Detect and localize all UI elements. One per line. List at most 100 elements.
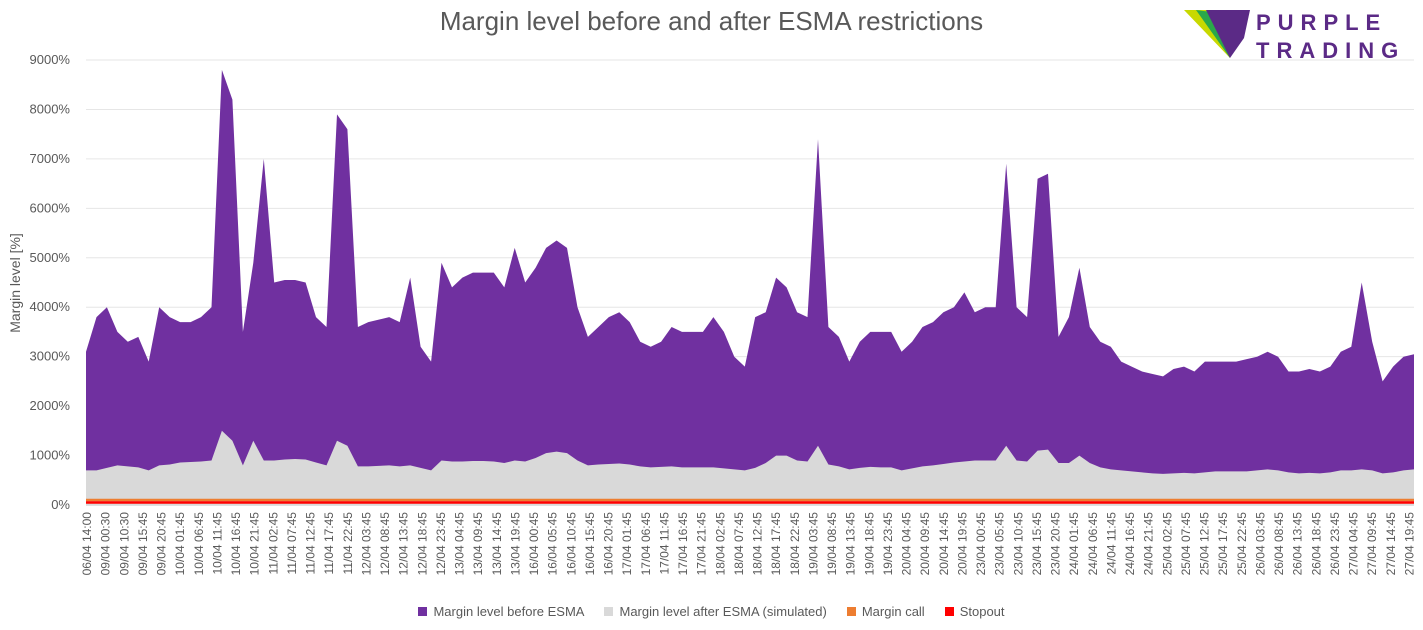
logo-text-trading: TRADING — [1256, 38, 1406, 63]
x-tick-label: 25/04 17:45 — [1216, 512, 1230, 576]
x-tick-label: 09/04 15:45 — [136, 512, 150, 576]
y-tick-label: 9000% — [30, 52, 71, 67]
x-tick-label: 11/04 07:45 — [285, 512, 299, 575]
series-areas — [86, 69, 1414, 506]
x-tick-label: 18/04 22:45 — [788, 512, 802, 576]
y-tick-label: 5000% — [30, 250, 71, 265]
x-tick-label: 16/04 05:45 — [546, 512, 560, 576]
x-tick-label: 19/04 23:45 — [881, 512, 895, 576]
legend-label: Margin call — [861, 604, 925, 619]
chart-legend: Margin level before ESMA Margin level aft… — [0, 604, 1423, 619]
x-tick-label: 25/04 07:45 — [1179, 512, 1193, 576]
x-tick-label: 27/04 09:45 — [1365, 512, 1379, 576]
x-tick-label: 27/04 14:45 — [1384, 512, 1398, 576]
legend-swatch — [846, 607, 856, 616]
x-tick-label: 16/04 00:45 — [527, 512, 541, 576]
x-tick-label: 25/04 22:45 — [1235, 512, 1249, 576]
x-tick-label: 23/04 10:45 — [1011, 512, 1025, 576]
legend-label: Stopout — [959, 604, 1005, 619]
chart-title: Margin level before and after ESMA restr… — [439, 6, 984, 36]
x-tick-label: 13/04 09:45 — [471, 512, 485, 576]
x-tick-label: 27/04 04:45 — [1347, 512, 1361, 576]
y-tick-label: 3000% — [30, 349, 71, 364]
x-tick-label: 26/04 18:45 — [1309, 512, 1323, 576]
y-tick-label: 0% — [51, 497, 70, 512]
x-tick-label: 09/04 00:30 — [99, 512, 113, 576]
x-tick-label: 17/04 06:45 — [639, 512, 653, 576]
margin-level-chart: 0% 1000% 2000% 3000% 4000% 5000% 6000% 7000% 800… — [7, 52, 1416, 576]
x-axis-ticks: 06/04 14:00 09/04 00:30 09/04 10:30 09/04 1… — [80, 512, 1416, 576]
x-tick-label: 11/04 12:45 — [304, 512, 318, 575]
x-tick-label: 25/04 12:45 — [1198, 512, 1212, 576]
x-tick-label: 24/04 06:45 — [1086, 512, 1100, 576]
x-tick-label: 18/04 02:45 — [713, 512, 727, 576]
x-tick-label: 18/04 12:45 — [751, 512, 765, 576]
x-tick-label: 12/04 08:45 — [378, 512, 392, 576]
x-tick-label: 11/04 02:45 — [266, 512, 280, 575]
y-tick-label: 8000% — [30, 101, 71, 116]
x-tick-label: 11/04 22:45 — [341, 512, 355, 575]
logo-mark-icon — [1184, 10, 1250, 58]
x-tick-label: 19/04 03:45 — [806, 512, 820, 576]
legend-item: Margin call — [846, 604, 925, 619]
x-tick-label: 13/04 14:45 — [490, 512, 504, 576]
x-tick-label: 10/04 11:45 — [210, 512, 224, 575]
y-axis-label: Margin level [%] — [7, 233, 23, 333]
x-tick-label: 26/04 23:45 — [1328, 512, 1342, 576]
x-tick-label: 12/04 18:45 — [415, 512, 429, 576]
x-tick-label: 10/04 01:45 — [173, 512, 187, 576]
y-tick-label: 7000% — [30, 151, 71, 166]
x-tick-label: 13/04 04:45 — [453, 512, 467, 576]
series-area-before-esma — [86, 69, 1414, 506]
x-tick-label: 09/04 10:30 — [117, 512, 131, 576]
x-tick-label: 23/04 20:45 — [1049, 512, 1063, 576]
x-tick-label: 20/04 14:45 — [937, 512, 951, 576]
x-tick-label: 20/04 04:45 — [900, 512, 914, 576]
x-tick-label: 24/04 16:45 — [1123, 512, 1137, 576]
y-tick-label: 2000% — [30, 398, 71, 413]
x-tick-label: 19/04 18:45 — [862, 512, 876, 576]
x-tick-label: 23/04 05:45 — [993, 512, 1007, 576]
x-tick-label: 20/04 09:45 — [918, 512, 932, 576]
x-tick-label: 18/04 07:45 — [732, 512, 746, 576]
x-tick-label: 19/04 13:45 — [844, 512, 858, 576]
legend-item: Stopout — [944, 604, 1005, 619]
x-tick-label: 16/04 10:45 — [564, 512, 578, 576]
legend-item: Margin level before ESMA — [418, 604, 584, 619]
y-tick-label: 1000% — [30, 448, 71, 463]
x-tick-label: 18/04 17:45 — [769, 512, 783, 576]
x-tick-label: 20/04 19:45 — [955, 512, 969, 576]
x-tick-label: 10/04 21:45 — [248, 512, 262, 576]
x-tick-label: 23/04 15:45 — [1030, 512, 1044, 576]
x-tick-label: 26/04 13:45 — [1291, 512, 1305, 576]
purple-trading-logo: PURPLE TRADING — [1182, 8, 1418, 64]
x-tick-label: 12/04 13:45 — [397, 512, 411, 576]
x-tick-label: 19/04 08:45 — [825, 512, 839, 576]
legend-label: Margin level before ESMA — [433, 604, 585, 619]
logo-text-purple: PURPLE — [1256, 10, 1388, 35]
x-tick-label: 12/04 23:45 — [434, 512, 448, 576]
x-tick-label: 16/04 15:45 — [583, 512, 597, 576]
x-tick-label: 24/04 01:45 — [1067, 512, 1081, 576]
y-tick-label: 4000% — [30, 299, 71, 314]
legend-swatch — [604, 607, 614, 616]
y-axis-ticks: 0% 1000% 2000% 3000% 4000% 5000% 6000% 7000% 800… — [30, 52, 71, 512]
legend-item: Margin level after ESMA (simulated) — [604, 604, 827, 619]
x-tick-label: 26/04 08:45 — [1272, 512, 1286, 576]
x-tick-label: 17/04 11:45 — [657, 512, 671, 575]
x-tick-label: 06/04 14:00 — [80, 512, 94, 576]
x-tick-label: 24/04 11:45 — [1104, 512, 1118, 575]
x-tick-label: 24/04 21:45 — [1142, 512, 1156, 576]
legend-label: Margin level after ESMA (simulated) — [619, 604, 827, 619]
x-tick-label: 10/04 16:45 — [229, 512, 243, 576]
x-tick-label: 17/04 01:45 — [620, 512, 634, 576]
x-tick-label: 16/04 20:45 — [602, 512, 616, 576]
x-tick-label: 11/04 17:45 — [322, 512, 336, 575]
x-tick-label: 26/04 03:45 — [1253, 512, 1267, 576]
legend-swatch — [418, 607, 428, 616]
x-tick-label: 09/04 20:45 — [155, 512, 169, 576]
x-tick-label: 10/04 06:45 — [192, 512, 206, 576]
threshold-lines — [86, 498, 1414, 504]
legend-swatch — [944, 607, 954, 616]
x-tick-label: 23/04 00:45 — [974, 512, 988, 576]
